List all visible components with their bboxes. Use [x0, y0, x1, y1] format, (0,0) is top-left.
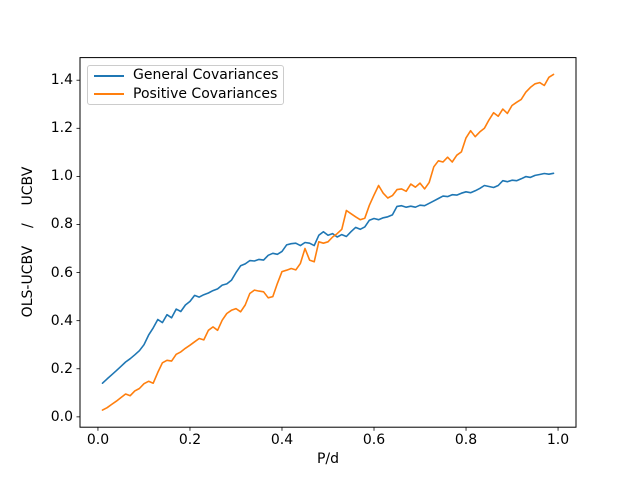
- legend-label: General Covariances: [133, 67, 279, 84]
- y-tick-label: 0.6: [50, 265, 73, 281]
- y-tick-label: 0.8: [50, 216, 73, 232]
- legend: General Covariances Positive Covariances: [87, 65, 284, 105]
- legend-entry-general: General Covariances: [94, 67, 283, 85]
- x-tick-label: 0.2: [178, 432, 202, 448]
- y-tick-label: 0.0: [50, 409, 73, 425]
- x-tick-label: 0.0: [86, 432, 110, 448]
- y-tick-label: 1.0: [50, 168, 73, 184]
- y-axis-label: OLS-UCBV / UCBV: [20, 166, 36, 318]
- x-tick-label: 0.6: [362, 432, 386, 448]
- x-axis-label: P/d: [316, 451, 340, 467]
- x-tick-label: 1.0: [546, 432, 570, 448]
- y-tick-label: 0.2: [50, 361, 73, 377]
- x-tick-label: 0.8: [454, 432, 478, 448]
- series-line-general: [101, 172, 555, 385]
- legend-line-sample-general: [94, 74, 124, 77]
- legend-line-sample-positive: [94, 93, 124, 96]
- y-tick-label: 0.4: [50, 313, 73, 329]
- y-tick-label: 1.4: [50, 72, 73, 88]
- legend-label: Positive Covariances: [133, 85, 278, 102]
- legend-entry-positive: Positive Covariances: [94, 85, 283, 103]
- plot-area-border: [79, 57, 577, 428]
- y-tick-label: 1.2: [50, 120, 73, 136]
- series-line-positive: [101, 73, 555, 411]
- x-tick-label: 0.4: [270, 432, 294, 448]
